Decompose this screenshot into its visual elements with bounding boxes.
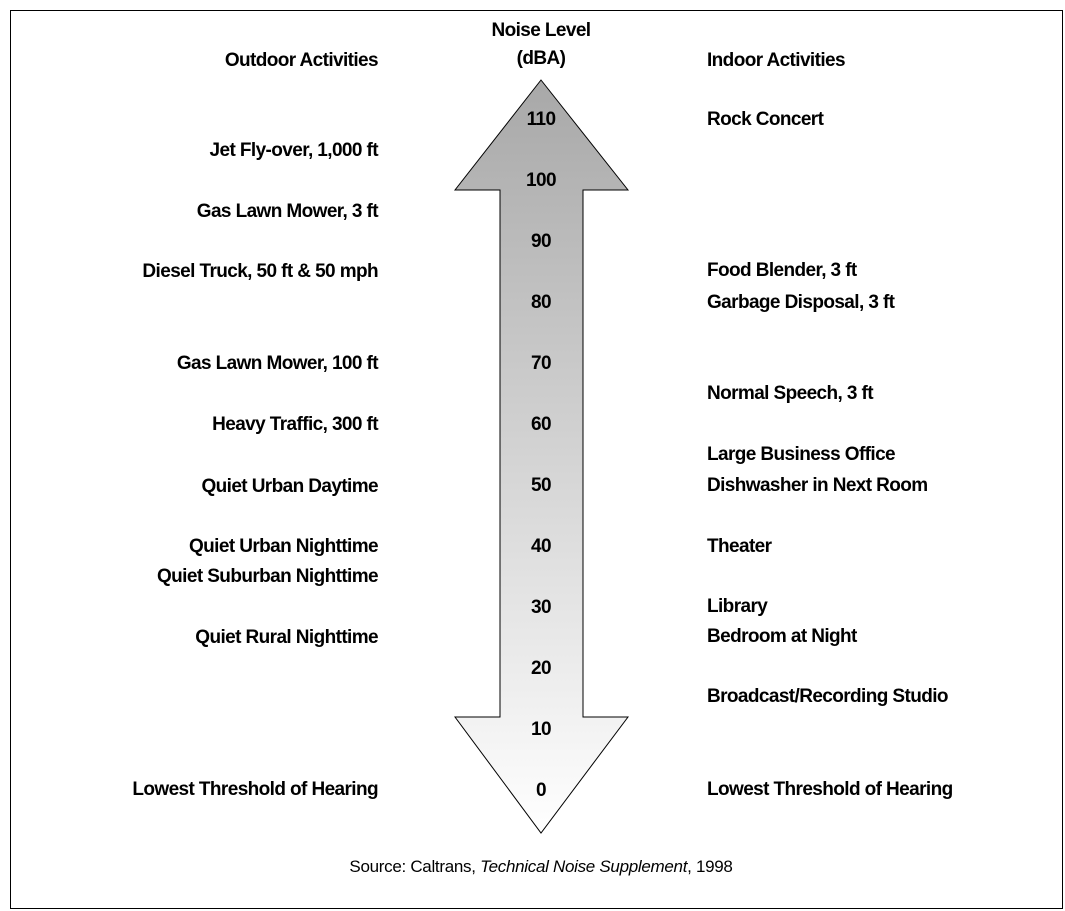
level-label: 10	[531, 719, 551, 740]
indoor-item: Food Blender, 3 ft	[707, 260, 858, 281]
outdoor-item: Quiet Urban Nighttime	[189, 536, 378, 557]
level-label: 0	[536, 780, 546, 801]
indoor-header: Indoor Activities	[707, 50, 845, 71]
level-label: 80	[531, 292, 551, 313]
outdoor-item: Quiet Urban Daytime	[201, 476, 378, 497]
indoor-item: Normal Speech, 3 ft	[707, 383, 874, 404]
outdoor-item: Lowest Threshold of Hearing	[132, 779, 378, 800]
level-label: 60	[531, 414, 551, 435]
level-label: 50	[531, 475, 551, 496]
outdoor-item: Diesel Truck, 50 ft & 50 mph	[142, 261, 378, 282]
level-label: 90	[531, 231, 551, 252]
level-label: 70	[531, 353, 551, 374]
outdoor-item: Quiet Rural Nighttime	[195, 627, 378, 648]
outdoor-item: Gas Lawn Mower, 3 ft	[197, 201, 379, 222]
outdoor-item: Jet Fly-over, 1,000 ft	[210, 140, 380, 161]
level-label: 20	[531, 658, 551, 679]
outdoor-item: Heavy Traffic, 300 ft	[212, 414, 379, 435]
source: Source: Caltrans, Technical Noise Supple…	[349, 857, 732, 876]
indoor-item: Garbage Disposal, 3 ft	[707, 292, 896, 313]
indoor-item: Broadcast/Recording Studio	[707, 686, 948, 707]
source-suffix: , 1998	[687, 857, 732, 876]
level-label: 100	[526, 170, 556, 191]
outdoor-item: Quiet Suburban Nighttime	[157, 566, 378, 587]
source-prefix: Source: Caltrans,	[349, 857, 480, 876]
outdoor-item: Gas Lawn Mower, 100 ft	[177, 353, 379, 374]
indoor-item: Library	[707, 596, 768, 617]
indoor-item: Lowest Threshold of Hearing	[707, 779, 953, 800]
scale-header: Noise Level	[491, 20, 590, 41]
level-label: 40	[531, 536, 551, 557]
indoor-item: Bedroom at Night	[707, 626, 858, 647]
indoor-item: Rock Concert	[707, 109, 825, 130]
double-arrow	[453, 79, 630, 834]
indoor-item: Dishwasher in Next Room	[707, 475, 928, 496]
indoor-item: Theater	[707, 536, 773, 557]
level-label: 30	[531, 597, 551, 618]
indoor-item: Large Business Office	[707, 444, 895, 465]
outdoor-header: Outdoor Activities	[225, 50, 378, 71]
level-label: 110	[527, 109, 556, 130]
scale-header: (dBA)	[517, 48, 566, 69]
source-title: Technical Noise Supplement	[480, 857, 689, 876]
